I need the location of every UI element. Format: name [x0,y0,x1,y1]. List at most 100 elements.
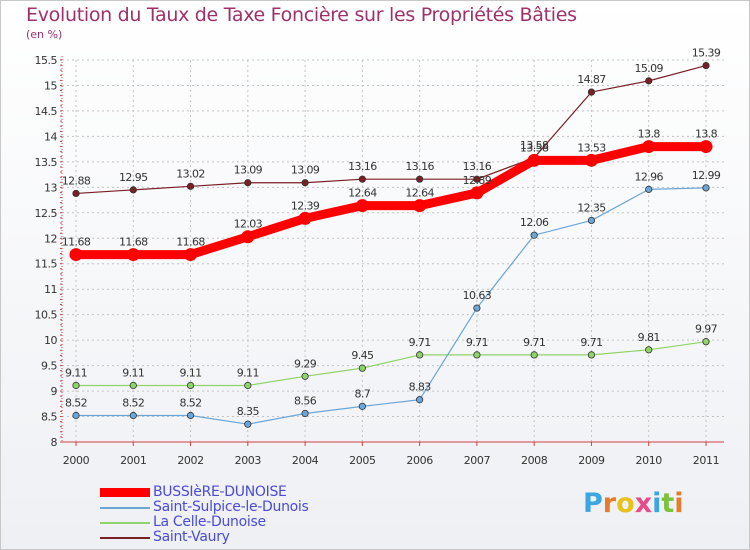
logo-letter: r [602,488,617,519]
data-label-3-11: 13.8 [695,128,718,141]
data-label-2-9: 12.35 [577,201,606,214]
series-point-0-5 [358,175,366,183]
data-label-2-4: 8.56 [294,394,317,407]
series-point-1-9 [587,351,596,359]
data-label-1-5: 9.45 [351,349,374,362]
y-tick-label: 15.5 [35,54,58,67]
data-label-3-9: 13.53 [577,141,606,154]
chart-unit: (en %) [26,28,63,41]
series-point-2-0 [72,411,80,420]
x-tick-label: 2002 [177,454,203,467]
series-point-0-11 [702,62,710,70]
series-point-0-9 [587,88,596,96]
data-label-1-6: 9.71 [409,336,431,349]
x-tick-label: 2008 [521,454,548,467]
data-label-2-8: 12.06 [520,216,549,229]
series-point-3-5 [355,199,369,213]
data-label-0-6: 13.16 [405,160,434,173]
series-point-3-3 [241,230,255,244]
data-label-3-4: 12.39 [291,199,320,212]
series-point-0-3 [244,179,252,187]
x-tick-label: 2009 [578,454,605,467]
data-label-3-1: 11.68 [119,236,148,249]
series-line-3 [71,142,711,260]
data-label-1-0: 9.11 [65,366,87,379]
data-label-2-3: 8.35 [237,405,260,418]
series-point-3-10 [642,140,656,154]
legend-swatch-saint-vaury [100,537,150,539]
data-label-1-2: 9.11 [179,366,201,379]
series-point-1-0 [72,381,80,390]
series-point-1-6 [416,351,424,359]
data-label-2-6: 8.83 [409,381,432,394]
series-point-1-11 [702,338,710,346]
y-tick-label: 13 [44,181,57,194]
series-point-2-10 [645,185,653,193]
data-label-2-1: 8.52 [122,397,144,410]
series-point-2-11 [702,184,710,192]
series-point-2-5 [358,402,366,410]
y-tick-label: 12 [44,232,57,245]
x-tick-label: 2004 [292,454,319,467]
legend-swatch-la-celle [100,522,150,524]
logo-letter: P [583,488,603,519]
series-point-2-4 [301,409,309,418]
logo-letter: i [674,488,684,519]
y-tick-label: 10.5 [35,309,58,322]
series-point-3-8 [527,153,541,167]
series-point-0-1 [129,186,137,194]
series-point-1-3 [244,381,252,390]
data-label-3-7: 12.89 [463,174,492,187]
logo-letter: o [616,488,635,519]
data-label-3-10: 13.8 [638,128,661,141]
legend-swatch-bussiere [100,488,150,497]
data-label-0-2: 13.02 [176,167,205,180]
data-label-1-1: 9.11 [122,366,144,379]
series-point-1-1 [129,381,137,390]
y-tick-label: 9 [51,385,58,398]
data-label-3-3: 12.03 [234,218,263,231]
series-line-2 [75,187,707,425]
chart-title: Evolution du Taux de Taxe Foncière sur l… [26,4,577,26]
series-point-2-6 [416,396,424,404]
data-label-1-11: 9.97 [695,323,718,336]
series-point-3-2 [184,248,198,262]
series-point-1-2 [186,381,195,390]
legend-label-la-celle: La Celle-Dunoise [153,514,266,530]
series-point-1-8 [530,351,538,359]
y-tick-label: 13.5 [35,156,58,169]
logo-letter: i [652,488,662,519]
series-point-0-10 [645,77,653,85]
x-tick-label: 2011 [693,454,719,467]
y-tick-label: 11.5 [35,258,58,271]
data-label-0-0: 12.88 [62,174,91,187]
data-label-3-2: 11.68 [176,236,205,249]
series-point-2-9 [587,216,596,225]
series-point-3-1 [126,248,140,262]
data-label-1-10: 9.81 [638,331,660,344]
data-label-3-5: 12.64 [348,187,377,200]
series-point-2-2 [186,411,195,420]
data-label-2-7: 10.63 [463,289,492,302]
data-label-3-8: 13.58 [520,141,549,154]
series-point-1-5 [358,364,366,372]
series-point-3-11 [699,140,713,154]
data-label-0-1: 12.95 [119,171,148,184]
data-label-2-2: 8.52 [179,397,201,410]
data-label-1-3: 9.11 [237,366,259,379]
y-tick-label: 12.5 [35,207,58,220]
series-point-0-7 [473,175,481,183]
data-label-0-4: 13.09 [291,164,320,177]
series-point-3-4 [298,211,312,225]
series-point-2-8 [530,231,538,239]
series-point-0-6 [416,175,424,183]
series-point-2-1 [129,411,137,420]
y-tick-label: 10 [44,334,57,347]
x-tick-label: 2007 [464,454,491,467]
x-tick-label: 2010 [636,454,663,467]
x-tick-label: 2000 [63,454,90,467]
data-label-0-8: 13.58 [520,139,549,152]
data-label-1-4: 9.29 [294,357,317,370]
x-tick-label: 2006 [406,454,433,467]
